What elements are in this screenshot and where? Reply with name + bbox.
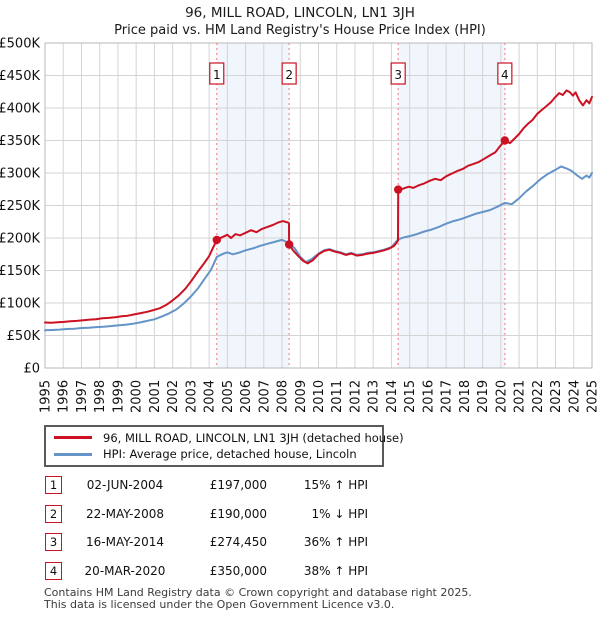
x-tick-label: 1997 (75, 380, 90, 413)
sale-marker-box (281, 62, 297, 85)
sale-marker-number: 1 (213, 68, 221, 82)
property-line-swatch (54, 436, 92, 440)
y-tick-label: £450K (0, 69, 40, 84)
x-tick-label: 2007 (257, 380, 272, 413)
x-tick-label: 2004 (203, 380, 218, 413)
footer-line-2: This data is licensed under the Open Gov… (44, 597, 395, 611)
sale-point (212, 235, 221, 245)
y-tick-label: £250K (0, 199, 40, 214)
transaction-number-badge: 2 (45, 505, 62, 523)
license-footer: Contains HM Land Registry data © Crown c… (44, 587, 472, 610)
sale-point (500, 136, 510, 145)
property-line (44, 89, 593, 324)
x-tick-label: 2022 (531, 380, 546, 413)
sale-marker-box (390, 62, 406, 85)
x-tick-label: 2000 (130, 380, 145, 413)
transaction-hpi-diff: 1% ↓ HPI (311, 507, 368, 521)
x-tick-label: 2010 (312, 380, 327, 413)
x-tick-label: 2024 (567, 380, 582, 413)
transaction-date: 02-JUN-2004 (86, 478, 164, 492)
transaction-date: 16-MAY-2014 (85, 535, 164, 549)
y-tick-label: £100K (0, 297, 40, 312)
sale-marker-number: 3 (394, 68, 402, 82)
legend-item-hpi: HPI: Average price, detached house, Linc… (54, 447, 374, 462)
transaction-price: £274,450 (209, 535, 267, 549)
transaction-number-badge: 4 (45, 562, 62, 580)
x-tick-label: 2021 (513, 380, 528, 413)
x-tick-label: 2006 (239, 380, 254, 413)
transaction-hpi-diff: 36% ↑ HPI (303, 535, 368, 549)
legend-label-hpi: HPI: Average price, detached house, Linc… (103, 447, 357, 462)
footer-line-1: Contains HM Land Registry data © Crown c… (44, 586, 472, 599)
transaction-row: 2 22-MAY-2008 £190,000 1% ↓ HPI (0, 505, 600, 523)
y-tick-label: £500K (0, 37, 40, 52)
transaction-date: 20-MAR-2020 (84, 564, 166, 578)
transaction-number-badge: 3 (45, 533, 62, 551)
y-tick-label: £150K (0, 264, 40, 279)
x-tick-label: 2012 (348, 380, 363, 413)
y-tick-label: £50K (7, 329, 41, 344)
transaction-price: £197,000 (209, 478, 267, 492)
x-tick-label: 2002 (166, 380, 181, 413)
y-tick-label: £200K (0, 232, 40, 247)
x-tick-label: 2001 (148, 380, 163, 413)
transaction-hpi-diff: 38% ↑ HPI (303, 564, 368, 578)
transaction-price: £350,000 (209, 564, 267, 578)
legend-label-property: 96, MILL ROAD, LINCOLN, LN1 3JH (detache… (103, 430, 404, 445)
transaction-date: 22-MAY-2008 (85, 507, 164, 521)
transaction-row: 3 16-MAY-2014 £274,450 36% ↑ HPI (0, 533, 600, 551)
sale-point (284, 240, 294, 249)
x-tick-label: 2005 (221, 380, 236, 413)
page-title: 96, MILL ROAD, LINCOLN, LN1 3JH (185, 5, 415, 21)
x-tick-label: 2025 (586, 380, 600, 413)
hpi-line-swatch (54, 452, 92, 456)
sale-point (393, 185, 403, 194)
plot-border (44, 42, 593, 369)
x-tick-label: 2023 (549, 380, 564, 413)
legend-item-property: 96, MILL ROAD, LINCOLN, LN1 3JH (detache… (54, 430, 404, 445)
sale-marker-box (209, 62, 225, 85)
x-tick-label: 2013 (367, 380, 382, 413)
page-subtitle: Price paid vs. HM Land Registry's House … (114, 23, 486, 38)
x-tick-label: 2018 (458, 380, 473, 413)
transaction-row: 1 02-JUN-2004 £197,000 15% ↑ HPI (0, 476, 600, 494)
x-tick-label: 2011 (330, 380, 345, 413)
x-tick-label: 1996 (57, 380, 72, 413)
x-tick-label: 2020 (494, 380, 509, 413)
price-chart: 1 2 3 4 £0 £50K £100K £150K £200K £250K £300K £350K… (0, 37, 600, 414)
x-tick-label: 2003 (184, 380, 199, 413)
y-tick-label: £0 (23, 362, 40, 377)
transaction-hpi-diff: 15% ↑ HPI (303, 478, 368, 492)
x-tick-label: 2017 (440, 380, 455, 413)
x-tick-label: 2019 (476, 380, 491, 413)
sale-marker-number: 2 (285, 68, 293, 82)
sale-marker-number: 4 (501, 68, 509, 82)
y-tick-label: £300K (0, 167, 40, 182)
x-tick-label: 1999 (111, 380, 126, 413)
x-tick-label: 2015 (403, 380, 418, 413)
y-tick-label: £350K (0, 134, 40, 149)
legend: 96, MILL ROAD, LINCOLN, LN1 3JH (detache… (44, 425, 404, 467)
x-tick-label: 1998 (93, 380, 108, 413)
transaction-number-badge: 1 (45, 476, 62, 494)
x-tick-label: 2008 (276, 380, 291, 413)
y-tick-label: £400K (0, 102, 40, 117)
transaction-price: £190,000 (209, 507, 267, 521)
transaction-row: 4 20-MAR-2020 £350,000 38% ↑ HPI (0, 562, 600, 580)
x-tick-label: 2016 (421, 380, 436, 413)
x-tick-label: 2009 (294, 380, 309, 413)
x-tick-label: 1995 (39, 380, 54, 413)
x-tick-label: 2014 (385, 380, 400, 413)
sale-marker-box (497, 62, 513, 85)
